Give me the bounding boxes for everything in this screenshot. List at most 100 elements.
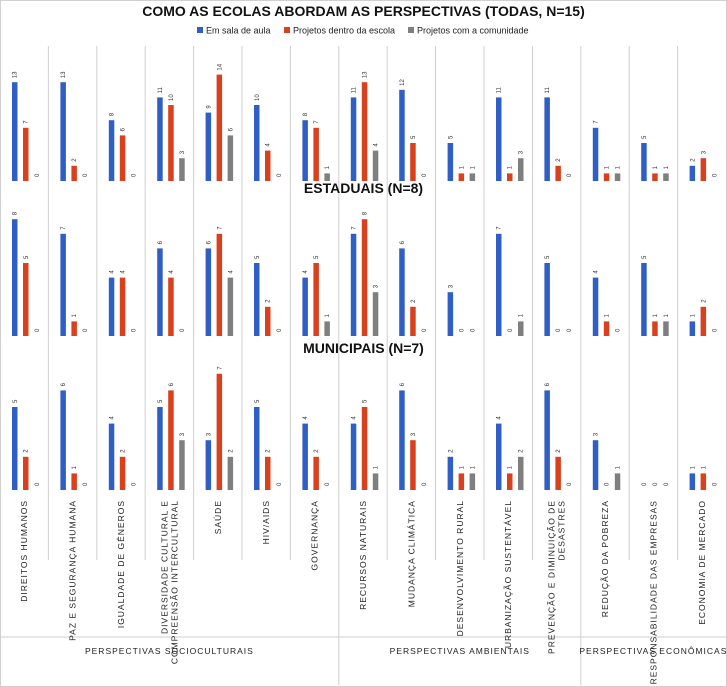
data-label: 6: [169, 382, 175, 386]
bar: [205, 248, 212, 336]
data-label: 0: [605, 482, 611, 486]
data-label: 1: [653, 313, 659, 317]
bar: [71, 165, 77, 181]
bar: [254, 105, 260, 181]
bar: [12, 219, 18, 336]
data-label: 0: [664, 482, 670, 486]
data-label: 6: [400, 382, 406, 386]
data-label: 1: [459, 165, 465, 169]
data-label: 0: [653, 482, 659, 486]
data-label: 10: [255, 94, 261, 101]
bar: [313, 263, 319, 336]
data-label: 13: [13, 71, 19, 78]
bar: [689, 165, 696, 181]
bar: [507, 173, 513, 181]
bar: [23, 127, 29, 181]
data-label: 11: [158, 87, 164, 94]
data-label: 0: [567, 328, 573, 332]
bar: [71, 473, 77, 490]
data-label: 5: [255, 399, 261, 403]
data-label: 5: [411, 135, 417, 139]
bar: [496, 97, 502, 181]
category-label: PAZ E SEGURANÇA HUMANA: [68, 500, 78, 641]
bar: [60, 82, 66, 181]
bar: [447, 292, 454, 336]
data-label: 5: [255, 255, 261, 259]
data-label: 3: [448, 284, 454, 288]
data-label: 2: [519, 449, 525, 453]
data-label: 2: [411, 299, 417, 303]
bar: [302, 120, 308, 181]
bar: [23, 456, 29, 490]
bar: [614, 473, 621, 490]
data-label: 8: [363, 211, 369, 215]
data-label: 6: [158, 240, 164, 244]
bar: [372, 150, 379, 181]
data-label: 2: [701, 299, 707, 303]
bar: [108, 423, 115, 490]
bar: [227, 277, 234, 336]
bar: [205, 112, 212, 181]
category-label: GOVERNANÇA: [310, 500, 320, 570]
data-label: 0: [180, 328, 186, 332]
bar: [205, 440, 212, 490]
data-label: 6: [121, 127, 127, 131]
bar: [23, 263, 29, 336]
bar: [496, 233, 502, 336]
data-label: 2: [448, 449, 454, 453]
data-label: 7: [314, 120, 320, 124]
data-label: 2: [72, 158, 78, 162]
legend-label: Em sala de aula: [206, 26, 271, 36]
data-label: 0: [422, 173, 428, 177]
data-label: 2: [690, 158, 696, 162]
data-label: 0: [132, 328, 138, 332]
bar: [652, 173, 658, 181]
bar: [641, 143, 647, 181]
bar: [641, 263, 647, 336]
data-label: 0: [325, 482, 331, 486]
data-label: 0: [712, 173, 718, 177]
bar: [361, 82, 368, 181]
data-label: 4: [303, 270, 309, 274]
bar: [324, 321, 330, 336]
bar: [119, 277, 126, 336]
category-label: ECONOMIA DE MERCADO: [697, 500, 707, 625]
bar: [399, 390, 405, 490]
data-label: 2: [266, 449, 272, 453]
data-label: 11: [497, 87, 503, 94]
bar: [603, 173, 610, 181]
data-label: 13: [61, 71, 67, 78]
bar: [410, 306, 416, 336]
legend-swatch: [197, 27, 203, 33]
bar: [458, 173, 465, 181]
data-label: 1: [374, 465, 380, 469]
bar: [227, 456, 234, 490]
bar: [458, 473, 465, 490]
data-label: 2: [228, 449, 234, 453]
bar: [313, 456, 319, 490]
bar: [12, 82, 18, 181]
group-label: PERSPECTIVAS AMBIENTAIS: [390, 646, 530, 656]
data-label: 4: [374, 143, 380, 147]
bar: [700, 473, 707, 490]
bar: [12, 407, 18, 490]
data-label: 1: [519, 313, 525, 317]
data-label: 6: [206, 240, 212, 244]
data-label: 1: [508, 165, 514, 169]
data-label: 1: [470, 165, 476, 169]
data-label: 3: [374, 284, 380, 288]
bar: [350, 97, 357, 181]
bar: [544, 97, 550, 181]
data-label: 3: [206, 432, 212, 436]
data-label: 0: [132, 482, 138, 486]
data-label: 4: [110, 270, 116, 274]
data-label: 7: [497, 226, 503, 230]
data-label: 1: [72, 465, 78, 469]
category-label: DIVERSIDADE CULTURAL E: [159, 500, 169, 634]
data-label: 1: [459, 465, 465, 469]
data-label: 3: [180, 150, 186, 154]
data-label: 0: [83, 482, 89, 486]
panel-title: ESTADUAIS (N=8): [304, 180, 423, 196]
data-label: 6: [61, 382, 67, 386]
